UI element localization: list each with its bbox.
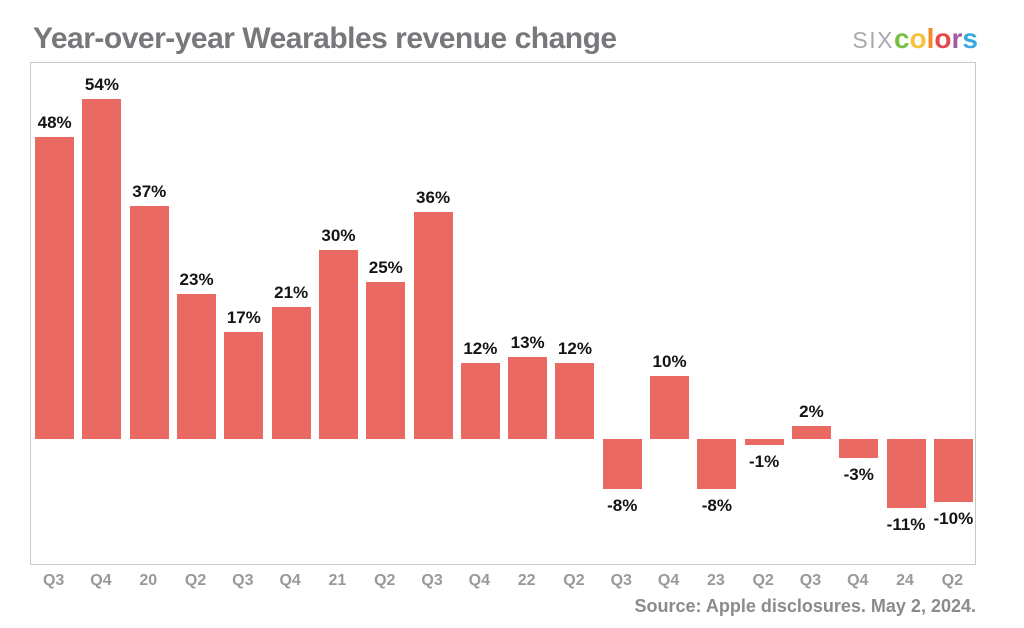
bar-Q2-11 bbox=[555, 363, 595, 439]
bar-Q4-9 bbox=[460, 363, 500, 439]
x-axis-tick: Q2 bbox=[184, 572, 207, 589]
bar-Q2-3 bbox=[177, 294, 217, 439]
bar-value-label: -3% bbox=[843, 464, 874, 484]
bar-value-label: 25% bbox=[368, 257, 403, 277]
x-axis-tick: Q3 bbox=[421, 572, 443, 589]
header: Year-over-year Wearables revenue change … bbox=[33, 22, 978, 56]
bar-value-label: -8% bbox=[607, 496, 638, 516]
x-axis-tick: Q2 bbox=[374, 572, 396, 589]
x-axis-tick: 21 bbox=[328, 572, 347, 589]
bar-value-label: -8% bbox=[701, 496, 732, 516]
bar-value-label: 54% bbox=[84, 74, 119, 94]
bar-Q2-7 bbox=[366, 281, 406, 439]
bar-23-14 bbox=[697, 439, 737, 490]
logo-letter: r bbox=[951, 23, 963, 54]
x-axis-tick: Q4 bbox=[657, 572, 680, 589]
bar-Q3-16 bbox=[791, 426, 831, 439]
bar-value-label: 17% bbox=[226, 307, 261, 327]
bar-Q2-15 bbox=[744, 439, 784, 446]
bar-value-label: 36% bbox=[416, 188, 451, 208]
bar-Q3-4 bbox=[224, 331, 264, 439]
bar-value-label: 2% bbox=[799, 402, 824, 422]
bar-22-10 bbox=[508, 357, 548, 439]
bar-Q2-19 bbox=[933, 439, 973, 502]
bar-20-2 bbox=[129, 205, 169, 439]
bar-value-label: 30% bbox=[321, 226, 356, 245]
logo-colors-text: colors bbox=[894, 23, 978, 54]
x-axis-tick: Q3 bbox=[232, 572, 254, 589]
sixcolors-logo: SIXcolors bbox=[852, 23, 978, 55]
chart-plot-area: 48% 54% 37% 23% 17% 21% 30% 25% 36% 12% 13% 12% -8% 1… bbox=[30, 62, 976, 565]
x-axis-tick: 24 bbox=[896, 572, 914, 589]
bar-value-label: 12% bbox=[463, 339, 498, 359]
x-axis-tick: Q4 bbox=[279, 572, 301, 589]
logo-letter: o bbox=[934, 23, 952, 54]
x-axis-tick: Q3 bbox=[610, 572, 632, 589]
bar-value-label: 23% bbox=[179, 270, 214, 290]
x-axis-tick: Q3 bbox=[42, 572, 65, 589]
logo-letter: s bbox=[962, 23, 978, 54]
x-axis: Q3 Q4 20 Q2 Q3 Q4 21 Q2 Q3 Q4 22 Q2 Q3 Q4 23 Q2 Q3 Q4 24 Q2 bbox=[30, 572, 976, 594]
page-title: Year-over-year Wearables revenue change bbox=[33, 22, 617, 55]
bar-value-label: 48% bbox=[37, 112, 72, 132]
x-axis-tick: Q2 bbox=[941, 572, 964, 589]
bar-Q4-17 bbox=[839, 439, 879, 458]
bar-Q4-5 bbox=[271, 306, 311, 439]
x-axis-tick: Q4 bbox=[468, 572, 491, 589]
bar-24-18 bbox=[886, 439, 926, 509]
logo-letter: l bbox=[926, 23, 935, 54]
x-axis-tick: Q2 bbox=[752, 572, 774, 589]
bar-value-label: -11% bbox=[886, 515, 926, 535]
bar-value-label: 12% bbox=[557, 339, 592, 359]
bar-value-label: 13% bbox=[510, 333, 545, 353]
x-axis-tick: Q4 bbox=[847, 572, 869, 589]
x-axis-tick: 23 bbox=[706, 572, 725, 589]
bar-Q4-1 bbox=[82, 98, 122, 439]
x-axis-tick: Q4 bbox=[90, 572, 112, 589]
bar-Q3-8 bbox=[413, 212, 453, 439]
bar-value-label: -1% bbox=[749, 452, 780, 472]
source-note: Source: Apple disclosures. May 2, 2024. bbox=[634, 596, 976, 616]
bar-value-label: -10% bbox=[933, 509, 974, 528]
bar-value-label: 37% bbox=[132, 181, 167, 201]
x-axis-tick: 20 bbox=[139, 572, 158, 589]
bar-Q4-13 bbox=[650, 376, 690, 439]
bar-value-label: 10% bbox=[652, 352, 687, 371]
logo-letter: o bbox=[909, 23, 927, 54]
bar-Q3-0 bbox=[35, 136, 75, 439]
x-axis-tick: Q3 bbox=[799, 572, 822, 589]
logo-prefix-text: SIX bbox=[852, 27, 894, 53]
bar-21-6 bbox=[318, 250, 358, 439]
bar-value-label: 21% bbox=[274, 282, 309, 302]
x-axis-tick: Q2 bbox=[563, 572, 585, 589]
x-axis-tick: 22 bbox=[517, 572, 536, 589]
logo-letter: c bbox=[893, 23, 910, 54]
bar-Q3-12 bbox=[602, 439, 642, 490]
